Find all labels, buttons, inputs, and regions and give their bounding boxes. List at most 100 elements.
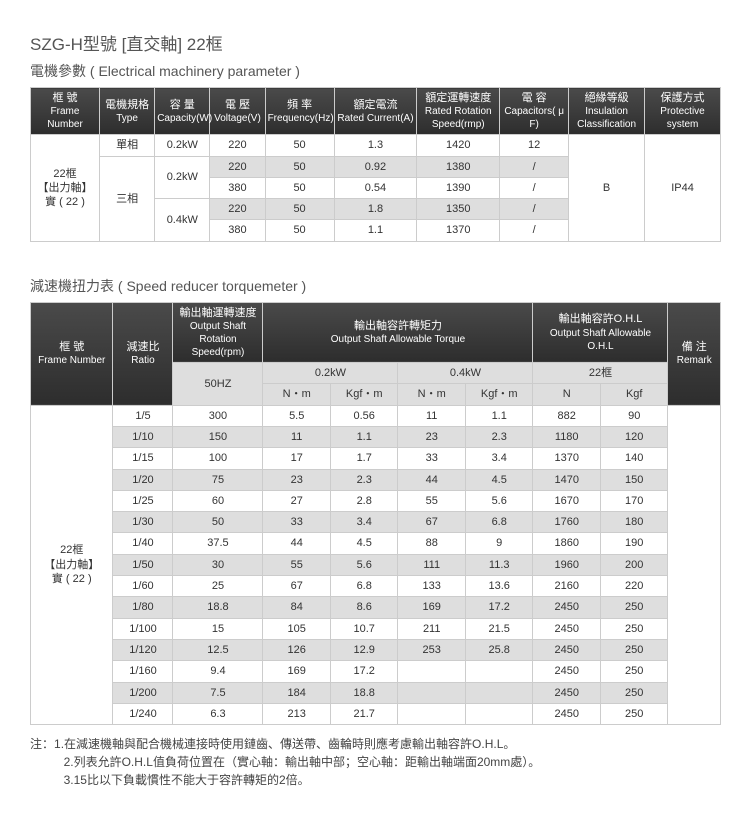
cell: 1.7 [330,448,398,469]
cell [398,703,466,724]
th-output-speed: 輸出軸運轉速度Output Shaft Rotation Speed(rpm) [173,302,263,362]
cell: 1.3 [334,135,417,156]
cell: 0.56 [330,405,398,426]
cell: / [500,199,569,220]
cell: 17.2 [465,597,533,618]
cell: 1/20 [113,469,173,490]
note-1: 1.在減速機軸與配合機械連接時使用鏈齒、傳送帶、齒輪時則應考慮輸出軸容許O.H.… [54,737,515,751]
cell: 250 [600,682,668,703]
th-protective: 保護方式Protective system [645,88,721,135]
cell: 253 [398,639,466,660]
cell: / [500,177,569,198]
cell: 1.1 [330,426,398,447]
cell: 2450 [533,703,601,724]
cell-type2: 三相 [100,156,155,241]
cell: 1/5 [113,405,173,426]
cell: 50 [265,156,334,177]
th-frame: 框 號Frame Number [31,88,100,135]
cell: 6.8 [465,512,533,533]
cell: 84 [263,597,331,618]
cell: 2450 [533,682,601,703]
cell-unit: N [533,384,601,405]
cell: 1/200 [113,682,173,703]
cell: 17 [263,448,331,469]
cell: 5.6 [465,490,533,511]
cell: 50 [265,199,334,220]
cell: 15 [173,618,263,639]
cell: 8.6 [330,597,398,618]
cell: 1180 [533,426,601,447]
cell: 1420 [417,135,500,156]
cell: 25.8 [465,639,533,660]
cell: 60 [173,490,263,511]
cell: 50 [265,220,334,241]
cell-unit: Kgf・m [465,384,533,405]
torque-row: 1/12012.512612.925325.82450250 [31,639,721,660]
cell: 33 [398,448,466,469]
cell: 380 [210,220,265,241]
cell: 1370 [417,220,500,241]
torque-row: 1/2406.321321.72450250 [31,703,721,724]
cell: 0.92 [334,156,417,177]
cell: 1390 [417,177,500,198]
cell: 67 [263,576,331,597]
th-frequency: 頻 率Frequency(Hz) [265,88,334,135]
cell: 184 [263,682,331,703]
th-capacity: 容 量Capacity(W) [155,88,210,135]
cell: 13.6 [465,576,533,597]
notes: 注：1.在減速機軸與配合機械連接時使用鏈齒、傳送帶、齒輪時則應考慮輸出軸容許O.… [30,735,721,789]
cell: 2.3 [465,426,533,447]
electrical-parameter-table: 框 號Frame Number 電機規格Type 容 量Capacity(W) … [30,87,721,242]
cell: 169 [263,661,331,682]
cell: 250 [600,639,668,660]
cell: 180 [600,512,668,533]
cell: 67 [398,512,466,533]
cell: 23 [263,469,331,490]
cell: 0.54 [334,177,417,198]
cell: 213 [263,703,331,724]
cell: 250 [600,618,668,639]
cell-frame: 22框 【出力軸】 實 ( 22 ) [31,135,100,241]
cell: 1/25 [113,490,173,511]
page-title: SZG-H型號 [直交軸] 22框 [30,30,721,55]
th-current: 額定電流Rated Current(A) [334,88,417,135]
cell: 2450 [533,597,601,618]
torque-row: 1/15100171.7333.41370140 [31,448,721,469]
cell: 1/60 [113,576,173,597]
cell-unit: N・m [398,384,466,405]
cell: 2.8 [330,490,398,511]
row-single-phase: 22框 【出力軸】 實 ( 22 ) 單相 0.2kW 220 50 1.3 1… [31,135,721,156]
cell [398,661,466,682]
cell: 2.3 [330,469,398,490]
torque-row: 1/2560272.8555.61670170 [31,490,721,511]
cell: 55 [263,554,331,575]
th-voltage: 電 壓Voltage(V) [210,88,265,135]
note-3: 3.15比以下負載慣性不能大于容許轉矩的2倍。 [30,771,721,789]
cell: 1/15 [113,448,173,469]
cell: 55 [398,490,466,511]
notes-prefix: 注： [30,737,54,751]
cell-hz: 50HZ [173,363,263,406]
cell: 12.9 [330,639,398,660]
cell: 300 [173,405,263,426]
cell: 88 [398,533,466,554]
cell: 18.8 [173,597,263,618]
cell: 6.3 [173,703,263,724]
torque-row: 1/1609.416917.22450250 [31,661,721,682]
cell-protective: IP44 [645,135,721,241]
cell: 140 [600,448,668,469]
cell: 5.5 [263,405,331,426]
cell: 1960 [533,554,601,575]
table2-subtitle: 減速機扭力表 ( Speed reducer torquemeter ) [30,276,721,296]
cell: 169 [398,597,466,618]
cell: 12.5 [173,639,263,660]
cell-remark [668,405,721,724]
cell: 1470 [533,469,601,490]
cell: 1670 [533,490,601,511]
cell: 2450 [533,639,601,660]
cell: 250 [600,703,668,724]
cell-cap3: 0.4kW [155,199,210,242]
cell: 111 [398,554,466,575]
cell: 1370 [533,448,601,469]
cell-unit: Kgf [600,384,668,405]
